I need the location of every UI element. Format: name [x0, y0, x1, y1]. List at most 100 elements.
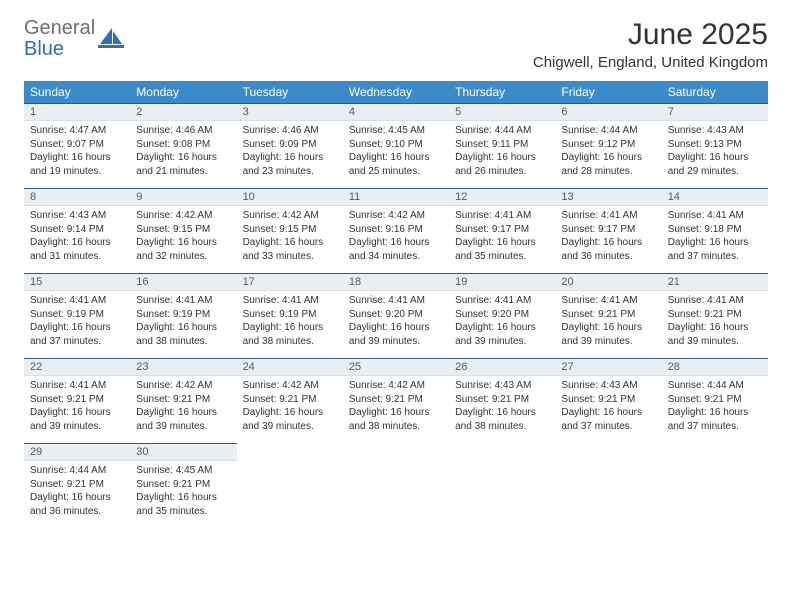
day-number: 14: [662, 189, 768, 206]
logo-line1: General: [24, 17, 95, 39]
calendar-day-cell: 18Sunrise: 4:41 AMSunset: 9:20 PMDayligh…: [343, 273, 449, 358]
brand-logo: General Blue: [24, 18, 124, 60]
calendar-day-cell: ..: [343, 443, 449, 528]
day-details: Sunrise: 4:43 AMSunset: 9:21 PMDaylight:…: [449, 376, 555, 439]
day-number: 22: [24, 359, 130, 376]
day-number: 10: [237, 189, 343, 206]
day-details: Sunrise: 4:42 AMSunset: 9:16 PMDaylight:…: [343, 206, 449, 269]
calendar-week-row: 29Sunrise: 4:44 AMSunset: 9:21 PMDayligh…: [24, 443, 768, 528]
day-details: Sunrise: 4:44 AMSunset: 9:21 PMDaylight:…: [662, 376, 768, 439]
calendar-day-cell: 10Sunrise: 4:42 AMSunset: 9:15 PMDayligh…: [237, 188, 343, 273]
day-number: 5: [449, 104, 555, 121]
calendar-day-cell: 23Sunrise: 4:42 AMSunset: 9:21 PMDayligh…: [130, 358, 236, 443]
day-number: 19: [449, 274, 555, 291]
logo-line2: Blue: [24, 39, 95, 60]
day-number: 20: [555, 274, 661, 291]
calendar-day-cell: 14Sunrise: 4:41 AMSunset: 9:18 PMDayligh…: [662, 188, 768, 273]
day-details: Sunrise: 4:44 AMSunset: 9:11 PMDaylight:…: [449, 121, 555, 184]
header: General Blue June 2025 Chigwell, England…: [24, 18, 768, 71]
day-number: 11: [343, 189, 449, 206]
day-number: 21: [662, 274, 768, 291]
calendar-day-cell: 9Sunrise: 4:42 AMSunset: 9:15 PMDaylight…: [130, 188, 236, 273]
page-title: June 2025: [533, 18, 768, 51]
day-details: Sunrise: 4:44 AMSunset: 9:12 PMDaylight:…: [555, 121, 661, 184]
day-details: Sunrise: 4:44 AMSunset: 9:21 PMDaylight:…: [24, 461, 130, 524]
calendar-day-cell: 19Sunrise: 4:41 AMSunset: 9:20 PMDayligh…: [449, 273, 555, 358]
calendar-day-cell: 3Sunrise: 4:46 AMSunset: 9:09 PMDaylight…: [237, 103, 343, 188]
day-details: Sunrise: 4:41 AMSunset: 9:17 PMDaylight:…: [449, 206, 555, 269]
day-details: Sunrise: 4:41 AMSunset: 9:21 PMDaylight:…: [662, 291, 768, 354]
weekday-header: Friday: [555, 81, 661, 103]
weekday-header: Saturday: [662, 81, 768, 103]
calendar-day-cell: ..: [662, 443, 768, 528]
day-number: 2: [130, 104, 236, 121]
day-number: 1: [24, 104, 130, 121]
title-block: June 2025 Chigwell, England, United King…: [533, 18, 768, 71]
weekday-header: Sunday: [24, 81, 130, 103]
day-number: 7: [662, 104, 768, 121]
day-number: 25: [343, 359, 449, 376]
calendar-day-cell: 29Sunrise: 4:44 AMSunset: 9:21 PMDayligh…: [24, 443, 130, 528]
calendar-day-cell: 24Sunrise: 4:42 AMSunset: 9:21 PMDayligh…: [237, 358, 343, 443]
calendar-day-cell: 28Sunrise: 4:44 AMSunset: 9:21 PMDayligh…: [662, 358, 768, 443]
weekday-header: Tuesday: [237, 81, 343, 103]
calendar-day-cell: 2Sunrise: 4:46 AMSunset: 9:08 PMDaylight…: [130, 103, 236, 188]
day-number: 8: [24, 189, 130, 206]
calendar-day-cell: 27Sunrise: 4:43 AMSunset: 9:21 PMDayligh…: [555, 358, 661, 443]
day-details: Sunrise: 4:43 AMSunset: 9:21 PMDaylight:…: [555, 376, 661, 439]
calendar-day-cell: 20Sunrise: 4:41 AMSunset: 9:21 PMDayligh…: [555, 273, 661, 358]
calendar-day-cell: 4Sunrise: 4:45 AMSunset: 9:10 PMDaylight…: [343, 103, 449, 188]
day-details: Sunrise: 4:41 AMSunset: 9:20 PMDaylight:…: [343, 291, 449, 354]
day-details: Sunrise: 4:41 AMSunset: 9:21 PMDaylight:…: [555, 291, 661, 354]
day-details: Sunrise: 4:41 AMSunset: 9:19 PMDaylight:…: [130, 291, 236, 354]
calendar-day-cell: 17Sunrise: 4:41 AMSunset: 9:19 PMDayligh…: [237, 273, 343, 358]
day-details: Sunrise: 4:41 AMSunset: 9:20 PMDaylight:…: [449, 291, 555, 354]
calendar-day-cell: 16Sunrise: 4:41 AMSunset: 9:19 PMDayligh…: [130, 273, 236, 358]
day-number: 17: [237, 274, 343, 291]
calendar-day-cell: ..: [237, 443, 343, 528]
day-details: Sunrise: 4:43 AMSunset: 9:13 PMDaylight:…: [662, 121, 768, 184]
day-details: Sunrise: 4:41 AMSunset: 9:17 PMDaylight:…: [555, 206, 661, 269]
day-number: 15: [24, 274, 130, 291]
day-number: 6: [555, 104, 661, 121]
day-number: 9: [130, 189, 236, 206]
day-number: 23: [130, 359, 236, 376]
calendar-day-cell: ..: [449, 443, 555, 528]
day-number: 4: [343, 104, 449, 121]
calendar-day-cell: ..: [555, 443, 661, 528]
day-details: Sunrise: 4:41 AMSunset: 9:19 PMDaylight:…: [237, 291, 343, 354]
calendar-day-cell: 8Sunrise: 4:43 AMSunset: 9:14 PMDaylight…: [24, 188, 130, 273]
day-details: Sunrise: 4:45 AMSunset: 9:21 PMDaylight:…: [130, 461, 236, 524]
calendar-week-row: 8Sunrise: 4:43 AMSunset: 9:14 PMDaylight…: [24, 188, 768, 273]
day-number: 18: [343, 274, 449, 291]
day-number: 16: [130, 274, 236, 291]
day-details: Sunrise: 4:42 AMSunset: 9:21 PMDaylight:…: [343, 376, 449, 439]
day-number: 12: [449, 189, 555, 206]
weekday-header: Monday: [130, 81, 236, 103]
weekday-header: Thursday: [449, 81, 555, 103]
calendar-day-cell: 30Sunrise: 4:45 AMSunset: 9:21 PMDayligh…: [130, 443, 236, 528]
calendar-page: General Blue June 2025 Chigwell, England…: [0, 0, 792, 546]
calendar-week-row: 1Sunrise: 4:47 AMSunset: 9:07 PMDaylight…: [24, 103, 768, 188]
calendar-day-cell: 25Sunrise: 4:42 AMSunset: 9:21 PMDayligh…: [343, 358, 449, 443]
day-details: Sunrise: 4:41 AMSunset: 9:18 PMDaylight:…: [662, 206, 768, 269]
day-number: 13: [555, 189, 661, 206]
weekday-header: Wednesday: [343, 81, 449, 103]
day-number: 29: [24, 444, 130, 461]
day-details: Sunrise: 4:45 AMSunset: 9:10 PMDaylight:…: [343, 121, 449, 184]
day-details: Sunrise: 4:43 AMSunset: 9:14 PMDaylight:…: [24, 206, 130, 269]
calendar-week-row: 15Sunrise: 4:41 AMSunset: 9:19 PMDayligh…: [24, 273, 768, 358]
calendar-day-cell: 1Sunrise: 4:47 AMSunset: 9:07 PMDaylight…: [24, 103, 130, 188]
calendar-day-cell: 6Sunrise: 4:44 AMSunset: 9:12 PMDaylight…: [555, 103, 661, 188]
day-details: Sunrise: 4:47 AMSunset: 9:07 PMDaylight:…: [24, 121, 130, 184]
calendar-day-cell: 11Sunrise: 4:42 AMSunset: 9:16 PMDayligh…: [343, 188, 449, 273]
day-details: Sunrise: 4:41 AMSunset: 9:19 PMDaylight:…: [24, 291, 130, 354]
calendar-day-cell: 15Sunrise: 4:41 AMSunset: 9:19 PMDayligh…: [24, 273, 130, 358]
day-number: 27: [555, 359, 661, 376]
day-details: Sunrise: 4:42 AMSunset: 9:15 PMDaylight:…: [237, 206, 343, 269]
calendar-day-cell: 5Sunrise: 4:44 AMSunset: 9:11 PMDaylight…: [449, 103, 555, 188]
day-details: Sunrise: 4:41 AMSunset: 9:21 PMDaylight:…: [24, 376, 130, 439]
day-number: 26: [449, 359, 555, 376]
day-details: Sunrise: 4:46 AMSunset: 9:08 PMDaylight:…: [130, 121, 236, 184]
day-number: 30: [130, 444, 236, 461]
